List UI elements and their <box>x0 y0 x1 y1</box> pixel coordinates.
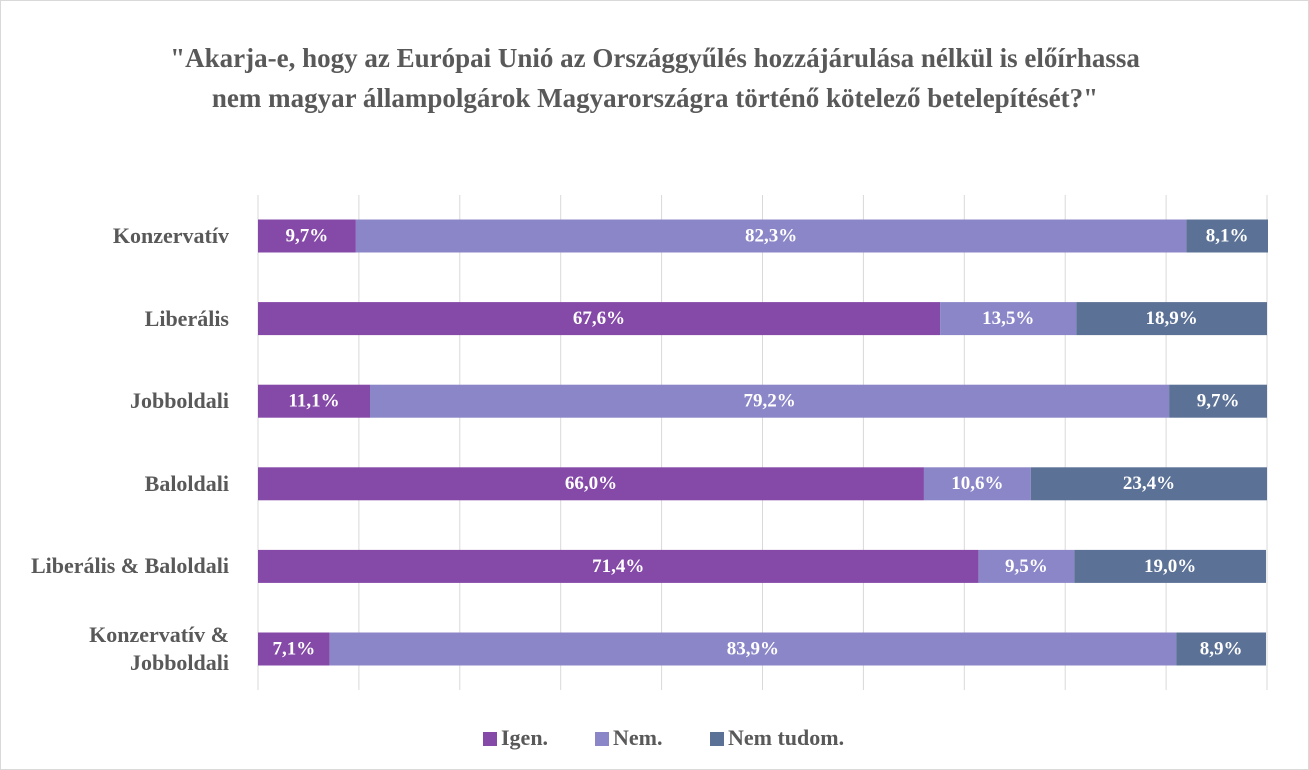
data-label: 79,2% <box>743 391 795 412</box>
y-tick-label: Liberális & Baloldali <box>30 553 229 579</box>
bar-segment <box>1074 549 1266 583</box>
data-label: 71,4% <box>592 556 644 577</box>
data-label: 7,1% <box>272 638 315 659</box>
bar-segment <box>1186 219 1269 253</box>
data-label: 82,3% <box>745 225 797 246</box>
bar-segment <box>258 219 356 253</box>
y-tick-label: Jobboldali <box>129 388 229 414</box>
bar-segment <box>978 549 1075 583</box>
data-label: 83,9% <box>727 638 779 659</box>
data-label: 23,4% <box>1123 473 1175 494</box>
data-label: 9,7% <box>1197 391 1240 412</box>
data-label: 13,5% <box>982 308 1034 329</box>
chart-title: "Akarja-e, hogy az Európai Unió az Orszá… <box>170 43 1140 113</box>
bar-segment <box>258 384 370 418</box>
data-label: 67,6% <box>573 308 625 329</box>
data-label: 11,1% <box>288 391 339 412</box>
bar-segment <box>1169 384 1267 418</box>
bar-segment <box>258 302 941 336</box>
legend-swatch <box>595 732 609 746</box>
data-label: 19,0% <box>1144 556 1196 577</box>
bar-segment <box>940 302 1077 336</box>
bar-segment <box>258 467 924 501</box>
data-label: 9,7% <box>286 225 329 246</box>
data-label: 8,1% <box>1206 225 1249 246</box>
legend-label: Igen. <box>501 725 548 750</box>
bar-segment <box>258 549 979 583</box>
data-label: 9,5% <box>1005 556 1048 577</box>
data-label: 10,6% <box>951 473 1003 494</box>
legend-swatch <box>483 732 497 746</box>
legend-label: Nem tudom. <box>728 725 844 750</box>
bar-segment <box>258 632 330 666</box>
legend-label: Nem. <box>613 725 662 750</box>
legend-swatch <box>710 732 724 746</box>
bar-segment <box>1176 632 1266 666</box>
y-tick-label: Baloldali <box>144 470 229 496</box>
data-label: 18,9% <box>1146 308 1198 329</box>
data-label: 66,0% <box>565 473 617 494</box>
bar-segment <box>369 384 1170 418</box>
bar-segment <box>1076 302 1267 336</box>
y-tick-label: Konzervatív <box>112 223 229 248</box>
y-tick-label: Liberális <box>144 305 229 331</box>
bar-segment <box>1030 467 1267 501</box>
data-label: 8,9% <box>1200 638 1243 659</box>
bar-segment <box>355 219 1187 253</box>
bar-segment <box>329 632 1177 666</box>
bar-segment <box>923 467 1031 501</box>
y-tick-label: Konzervatív & Jobboldali <box>89 622 229 675</box>
